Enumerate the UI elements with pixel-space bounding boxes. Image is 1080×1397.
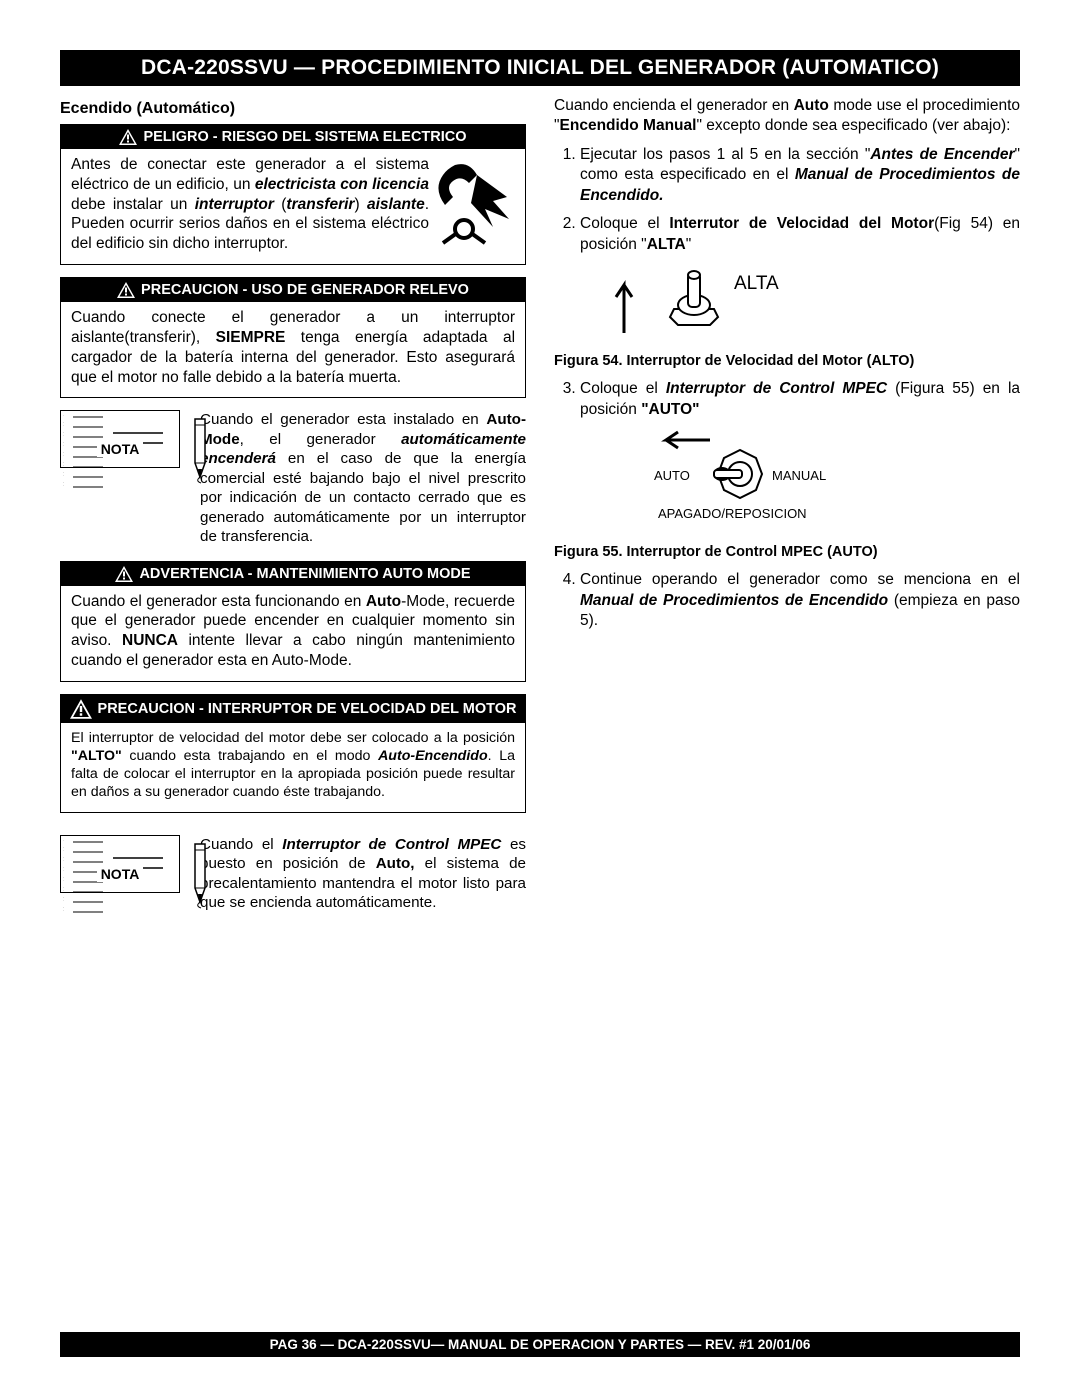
- warning-triangle-icon: [70, 699, 92, 719]
- steps-list-2: Coloque el Interruptor de Control MPEC (…: [554, 379, 1020, 420]
- pencil-icon: [181, 842, 215, 910]
- caution1-box: PRECAUCION - USO DE GENERADOR RELEVO Cua…: [60, 277, 526, 398]
- note1-label: NOTA: [97, 441, 144, 457]
- figure-55-switch: AUTO MANUAL APAGADO/REPOSICION: [594, 428, 914, 538]
- content-columns: Ecendido (Automático) PELIGRO - RIESGO D…: [60, 96, 1020, 1332]
- warning-box: ADVERTENCIA - MANTENIMIENTO AUTO MODE Cu…: [60, 561, 526, 682]
- danger-header-text: PELIGRO - RIESGO DEL SISTEMA ELECTRICO: [143, 129, 466, 145]
- shock-icon: [437, 157, 515, 251]
- page-title-bar: DCA-220SSVU — PROCEDIMIENTO INICIAL DEL …: [60, 50, 1020, 86]
- danger-body: Antes de conectar este generador a el si…: [61, 149, 525, 264]
- warning-header-text: ADVERTENCIA - MANTENIMIENTO AUTO MODE: [139, 566, 470, 582]
- right-column: Cuando encienda el generador en Auto mod…: [554, 96, 1020, 1332]
- fig55-caption: Figura 55. Interruptor de Control MPEC (…: [554, 544, 1020, 560]
- note2-row: NOTA Cuando el Interruptor de Control MP…: [60, 835, 526, 913]
- danger-box: PELIGRO - RIESGO DEL SISTEMA ELECTRICO A…: [60, 124, 526, 265]
- warning-triangle-icon: [119, 129, 137, 145]
- danger-header: PELIGRO - RIESGO DEL SISTEMA ELECTRICO: [61, 125, 525, 149]
- note2-box: NOTA: [60, 835, 180, 893]
- caution1-body: Cuando conecte el generador a un interru…: [61, 302, 525, 397]
- note2-text: Cuando el Interruptor de Control MPEC es…: [200, 835, 526, 913]
- caution2-body: El interruptor de velocidad del motor de…: [61, 723, 525, 812]
- caution2-box: PRECAUCION - INTERRUPTOR DE VELOCIDAD DE…: [60, 694, 526, 813]
- fig55-auto-label: AUTO: [654, 468, 690, 483]
- page-title: DCA-220SSVU — PROCEDIMIENTO INICIAL DEL …: [141, 56, 939, 79]
- fig54-caption: Figura 54. Interruptor de Velocidad del …: [554, 353, 1020, 369]
- right-intro: Cuando encienda el generador en Auto mod…: [554, 96, 1020, 137]
- step-2: Coloque el Interrutor de Velocidad del M…: [580, 214, 1020, 255]
- note1-box: NOTA: [60, 410, 180, 468]
- warning-triangle-icon: [115, 566, 133, 582]
- steps-list-3: Continue operando el generador como se m…: [554, 570, 1020, 631]
- footer-text: PAG 36 — DCA-220SSVU— MANUAL DE OPERACIO…: [270, 1337, 811, 1352]
- left-heading: Ecendido (Automático): [60, 100, 526, 118]
- step-1: Ejecutar los pasos 1 al 5 en la sección …: [580, 145, 1020, 206]
- caution1-header-text: PRECAUCION - USO DE GENERADOR RELEVO: [141, 282, 469, 298]
- steps-list: Ejecutar los pasos 1 al 5 en la sección …: [554, 145, 1020, 255]
- figure-54-switch: ALTA: [594, 263, 824, 347]
- page-footer: PAG 36 — DCA-220SSVU— MANUAL DE OPERACIO…: [60, 1332, 1020, 1357]
- note1-row: NOTA Cuando el generador esta instalado …: [60, 410, 526, 546]
- fig55-manual-label: MANUAL: [772, 468, 826, 483]
- fig54-alta-label: ALTA: [734, 273, 779, 294]
- step-3: Coloque el Interruptor de Control MPEC (…: [580, 379, 1020, 420]
- fig55-off-label: APAGADO/REPOSICION: [658, 506, 807, 521]
- pencil-icon: [181, 417, 215, 485]
- note1-text: Cuando el generador esta instalado en Au…: [200, 410, 526, 546]
- left-column: Ecendido (Automático) PELIGRO - RIESGO D…: [60, 96, 526, 1332]
- caution2-header: PRECAUCION - INTERRUPTOR DE VELOCIDAD DE…: [61, 695, 525, 723]
- caution2-header-text: PRECAUCION - INTERRUPTOR DE VELOCIDAD DE…: [98, 701, 517, 718]
- step-4: Continue operando el generador como se m…: [580, 570, 1020, 631]
- note2-label: NOTA: [97, 866, 144, 882]
- warning-body: Cuando el generador esta funcionando en …: [61, 586, 525, 681]
- warning-header: ADVERTENCIA - MANTENIMIENTO AUTO MODE: [61, 562, 525, 586]
- caution1-header: PRECAUCION - USO DE GENERADOR RELEVO: [61, 278, 525, 302]
- warning-triangle-icon: [117, 282, 135, 298]
